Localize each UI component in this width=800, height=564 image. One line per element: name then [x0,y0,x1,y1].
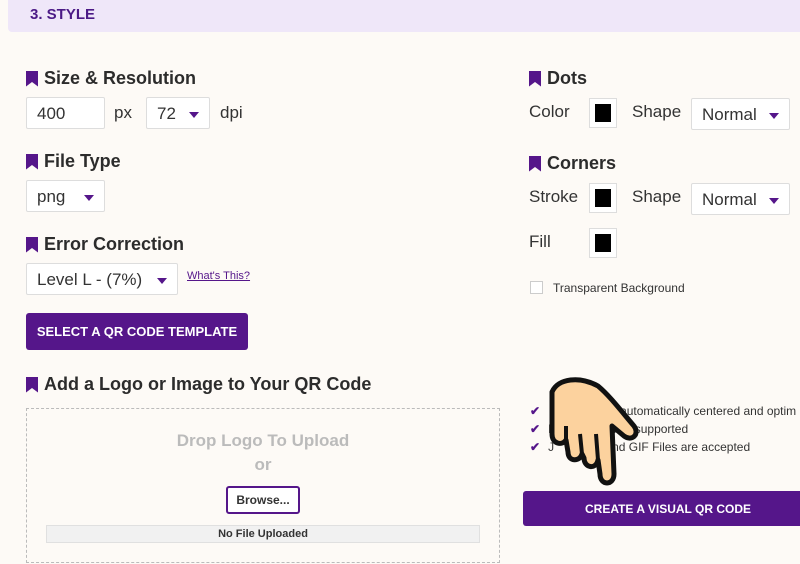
dpi-label: dpi [220,103,243,122]
bookmark-icon [26,153,38,170]
bookmark-icon [26,70,38,87]
bookmark-icon [26,236,38,253]
stroke-label: Stroke [529,187,579,206]
bookmark-icon [529,155,541,172]
check-icon: ✔ [530,440,541,454]
corners-title: Corners [547,153,617,173]
transparent-label: Transparent Background [553,281,685,295]
corners-shape-select[interactable]: Normal [691,183,790,215]
create-qr-button[interactable]: CREATE A VISUAL QR CODE [523,491,800,526]
dpi-select[interactable]: 72 [146,97,210,129]
or-text: or [254,455,272,474]
whats-this-link[interactable]: What's This? [187,270,251,282]
file-type-title: File Type [44,151,121,171]
drop-text: Drop Logo To Upload [176,431,350,450]
check-icon: ✔ [530,404,541,418]
logo-heading: Add a Logo or Image to Your QR Code [26,374,371,395]
corners-shape-label: Shape [632,187,682,206]
dots-heading: Dots [529,68,587,89]
error-heading: Error Correction [26,234,184,255]
error-select[interactable]: Level L - (7%) [26,263,178,295]
corners-heading: Corners [529,153,616,174]
width-input[interactable]: 400 [26,97,105,129]
section-header: 3. STYLE [8,0,800,32]
fill-color-swatch[interactable] [589,228,617,258]
transparent-checkbox[interactable] [530,281,543,294]
dots-color-label: Color [529,102,570,121]
section-title: 3. STYLE [30,6,96,23]
select-template-button[interactable]: SELECT A QR CODE TEMPLATE [26,313,248,350]
note-item: ✔ e automatically centered and optim [530,404,797,418]
stroke-color-swatch[interactable] [589,183,617,213]
logo-drop-zone[interactable]: Drop Logo To Upload or Browse... No File… [26,408,500,563]
check-icon: ✔ [530,422,541,436]
upload-status: No File Uploaded [46,525,480,543]
bookmark-icon [26,376,38,393]
file-type-heading: File Type [26,151,121,172]
file-type-select[interactable]: png [26,180,105,212]
size-title: Size & Resolution [44,68,197,88]
px-label: px [114,103,132,122]
fill-label: Fill [529,232,551,251]
dots-shape-select[interactable]: Normal [691,98,790,130]
error-title: Error Correction [44,234,185,254]
browse-button[interactable]: Browse... [226,486,300,514]
size-heading: Size & Resolution [26,68,196,89]
dots-title: Dots [547,68,587,88]
dots-color-swatch[interactable] [589,98,617,128]
pointing-hand-icon [549,377,639,486]
dots-shape-label: Shape [632,102,682,121]
logo-title: Add a Logo or Image to Your QR Code [44,374,372,394]
bookmark-icon [529,70,541,87]
